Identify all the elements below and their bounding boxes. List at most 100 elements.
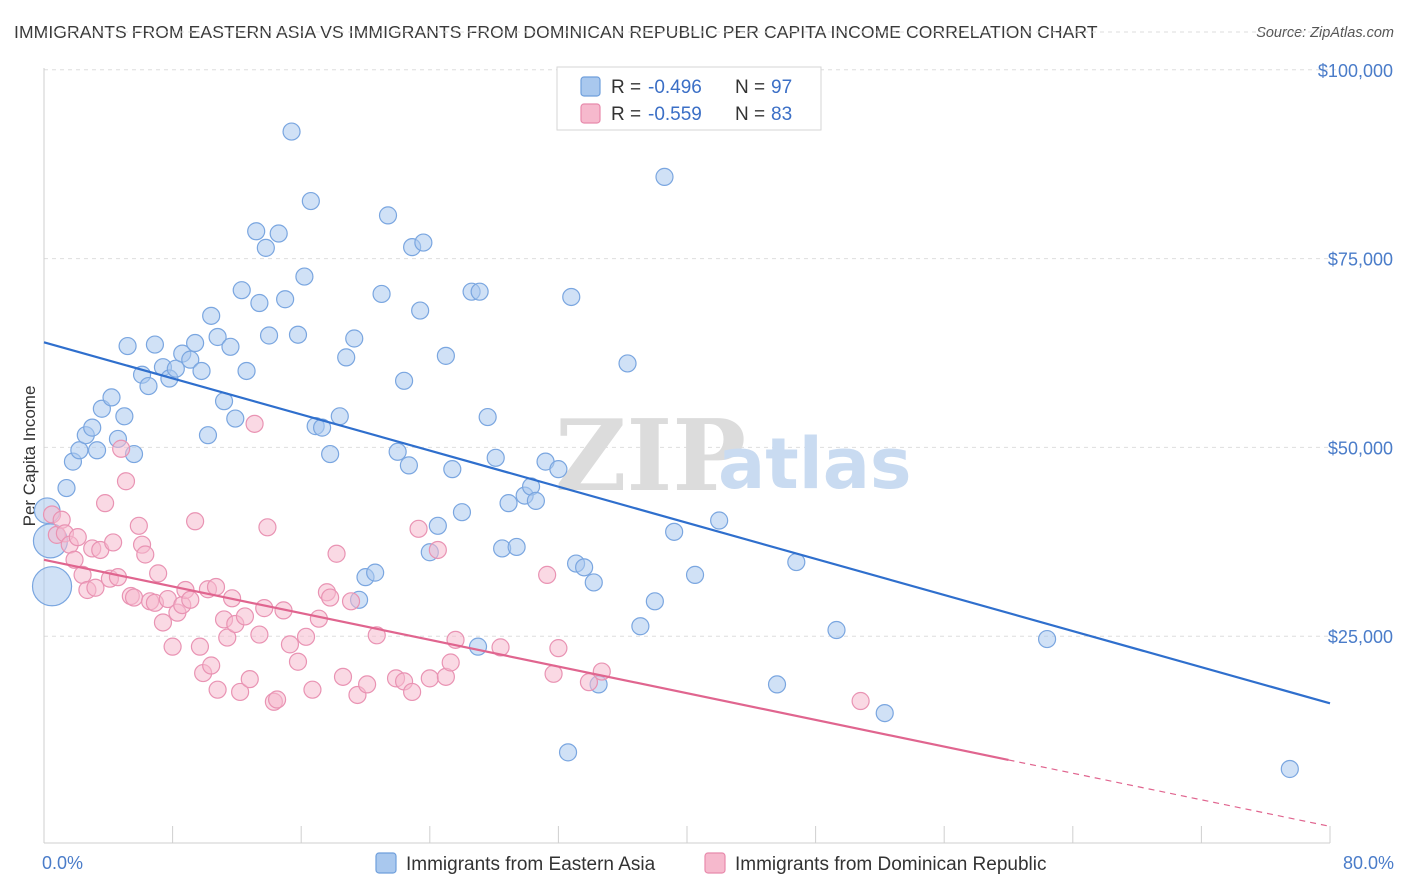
point-eastern-asia (83, 418, 102, 437)
point-dominican-republic (851, 691, 870, 711)
point-eastern-asia (192, 361, 211, 381)
point-eastern-asia (562, 287, 581, 307)
bottom-legend-swatch-pink (704, 852, 726, 874)
legend-r-label-2: R = (611, 104, 641, 125)
legend-swatch-blue (580, 76, 601, 97)
point-eastern-asia (827, 620, 846, 640)
x-tick-label: 80.0% (1343, 853, 1394, 873)
point-eastern-asia (181, 350, 200, 369)
watermark: ZIP atlas (555, 399, 912, 514)
point-dominican-republic (321, 588, 340, 607)
point-eastern-asia (87, 441, 107, 460)
legend-n-label-1: N = (735, 77, 765, 98)
point-eastern-asia (337, 348, 356, 367)
point-eastern-asia (288, 325, 308, 344)
point-dominican-republic (441, 653, 460, 672)
y-tick-label: $75,000 (1328, 250, 1393, 270)
point-eastern-asia (452, 503, 472, 522)
point-dominican-republic (538, 565, 557, 584)
point-dominican-republic (491, 638, 510, 657)
legend-box (556, 66, 822, 131)
point-eastern-asia (70, 441, 89, 460)
legend-n-value-2: 83 (771, 104, 792, 125)
point-eastern-asia (186, 333, 205, 353)
point-dominican-republic (95, 494, 115, 513)
point-eastern-asia (470, 282, 489, 301)
point-eastern-asia (259, 326, 279, 345)
point-dominican-republic (267, 690, 287, 709)
point-eastern-asia (295, 267, 314, 286)
point-eastern-asia (57, 478, 76, 498)
point-dominican-republic (65, 550, 84, 569)
point-dominican-republic (240, 670, 259, 689)
point-dominican-republic (153, 613, 173, 632)
y-tick-label: $100,000 (1318, 61, 1393, 81)
x-tick-labels: 0.0% 80.0% (42, 853, 1394, 873)
trend-line-eastern-asia (43, 341, 1331, 705)
point-eastern-asia (115, 407, 134, 426)
point-eastern-asia (276, 290, 295, 309)
legend-r-value-2: -0.559 (648, 104, 702, 125)
data-points (31, 122, 1299, 779)
point-dominican-republic (367, 626, 386, 645)
point-dominican-republic (202, 656, 221, 675)
point-eastern-asia (618, 354, 637, 373)
trend-line-dominican-republic (43, 558, 1009, 762)
point-eastern-asia (232, 281, 251, 300)
point-eastern-asia (372, 284, 391, 304)
bottom-legend-swatch-blue (375, 852, 397, 874)
x-tick-label: 0.0% (42, 853, 83, 873)
point-eastern-asia (478, 407, 497, 427)
point-eastern-asia (166, 359, 185, 378)
point-dominican-republic (181, 590, 200, 609)
point-eastern-asia (631, 617, 650, 636)
point-dominican-republic (258, 518, 277, 537)
point-eastern-asia (558, 743, 578, 762)
point-eastern-asia (139, 376, 158, 396)
point-dominican-republic (327, 544, 346, 563)
point-dominican-republic (403, 682, 422, 702)
legend-n-value-1: 97 (771, 77, 792, 98)
point-eastern-asia (345, 329, 364, 348)
point-eastern-asia (237, 361, 256, 381)
bottom-legend-label-pink: Immigrants from Dominican Republic (735, 854, 1047, 875)
point-eastern-asia (526, 491, 545, 510)
point-dominican-republic (231, 682, 250, 702)
point-eastern-asia (507, 537, 526, 557)
point-dominican-republic (358, 675, 377, 694)
point-eastern-asia (443, 460, 462, 479)
y-tick-labels: $25,000 $50,000 $75,000 $100,000 (1318, 61, 1393, 647)
point-dominican-republic (235, 607, 255, 626)
chart-title: IMMIGRANTS FROM EASTERN ASIA VS IMMIGRAN… (14, 22, 1098, 42)
point-eastern-asia (875, 703, 894, 723)
point-eastern-asia (312, 418, 332, 437)
point-dominican-republic (341, 592, 361, 611)
trend-lines (43, 341, 1331, 827)
point-eastern-asia (378, 206, 398, 225)
point-eastern-asia (202, 306, 221, 325)
point-eastern-asia (321, 444, 340, 464)
point-dominican-republic (206, 577, 226, 597)
point-dominican-republic (163, 637, 182, 656)
legend-n-label-2: N = (735, 104, 765, 125)
point-dominican-republic (333, 667, 353, 686)
legend-swatch-pink (580, 103, 601, 124)
point-dominican-republic (68, 528, 87, 547)
point-dominican-republic (245, 414, 264, 433)
point-eastern-asia (428, 516, 447, 535)
point-eastern-asia (575, 558, 594, 577)
point-eastern-asia (394, 371, 414, 390)
point-eastern-asia (411, 301, 430, 320)
point-dominican-republic (303, 680, 322, 699)
legend-r-label-1: R = (611, 77, 641, 98)
point-dominican-republic (250, 625, 269, 644)
point-eastern-asia (584, 573, 603, 592)
point-dominican-republic (104, 533, 123, 552)
point-dominican-republic (280, 635, 300, 654)
point-eastern-asia (256, 238, 275, 257)
point-dominican-republic (86, 578, 105, 597)
y-tick-label: $50,000 (1328, 438, 1393, 458)
legend-r-value-1: -0.496 (648, 77, 702, 98)
point-dominican-republic (129, 516, 148, 535)
point-dominican-republic (420, 669, 439, 688)
